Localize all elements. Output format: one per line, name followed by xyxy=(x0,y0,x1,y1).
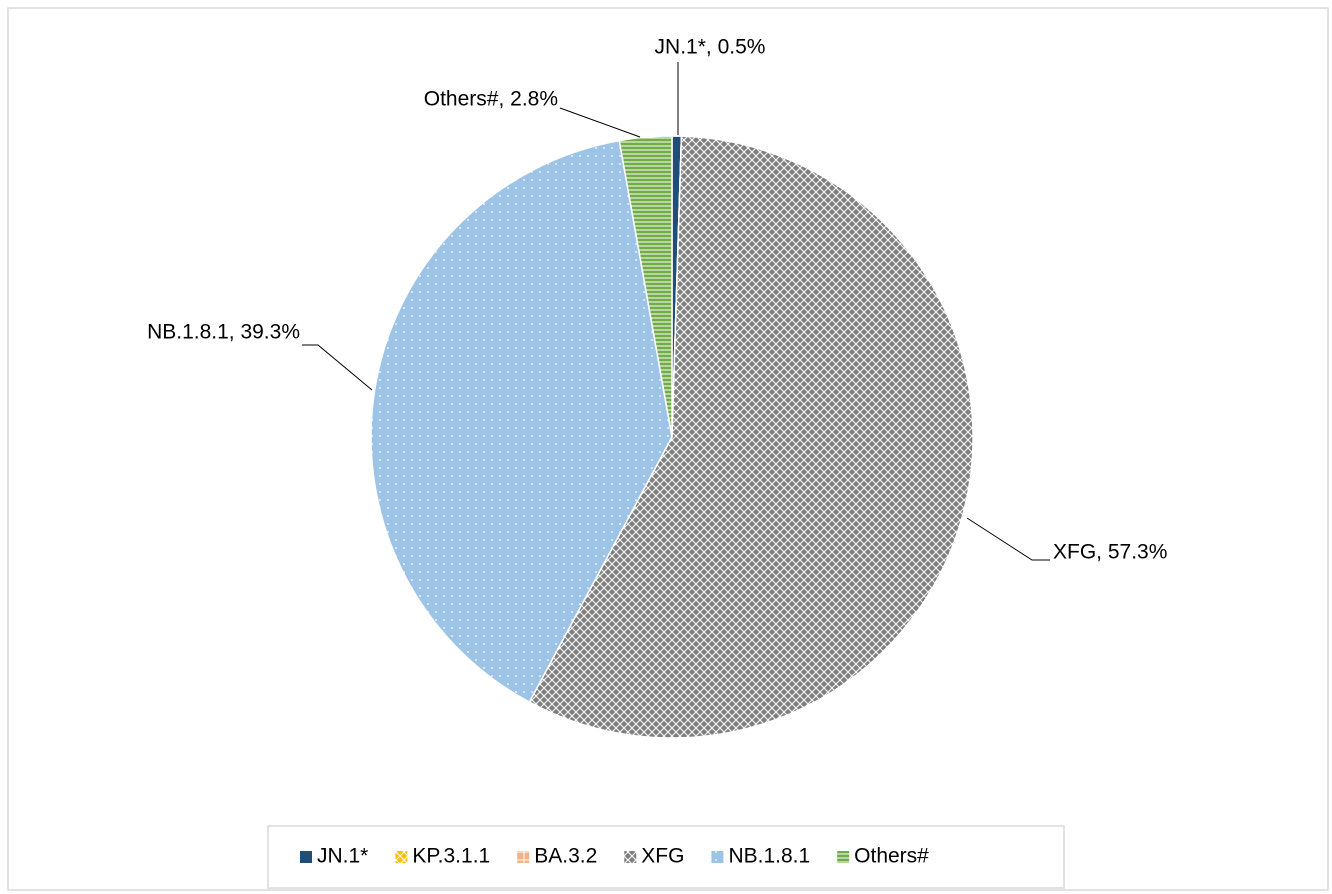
data-label: JN.1*, 0.5% xyxy=(655,36,766,59)
legend-swatch xyxy=(711,851,724,863)
legend-label: JN.1* xyxy=(317,845,368,868)
data-label: XFG, 57.3% xyxy=(1053,541,1167,564)
leader-line xyxy=(302,344,373,391)
legend-swatch xyxy=(395,851,408,863)
pie-slice xyxy=(618,135,673,438)
legend-label: Others# xyxy=(854,845,929,868)
data-label: NB.1.8.1, 39.3% xyxy=(147,321,300,344)
legend-swatch xyxy=(517,851,530,863)
legend-swatch xyxy=(837,851,850,863)
pie-slice xyxy=(370,139,673,704)
legend-swatch xyxy=(300,851,312,863)
leader-line xyxy=(966,517,1050,561)
legend-label: XFG xyxy=(641,845,684,868)
pie-slice xyxy=(528,135,974,739)
legend-label: BA.3.2 xyxy=(534,845,597,868)
legend-label: NB.1.8.1 xyxy=(728,845,810,868)
data-label: Others#, 2.8% xyxy=(424,88,558,111)
legend-swatch xyxy=(624,851,637,863)
leader-line xyxy=(559,107,641,138)
legend-label: KP.3.1.1 xyxy=(412,845,490,868)
